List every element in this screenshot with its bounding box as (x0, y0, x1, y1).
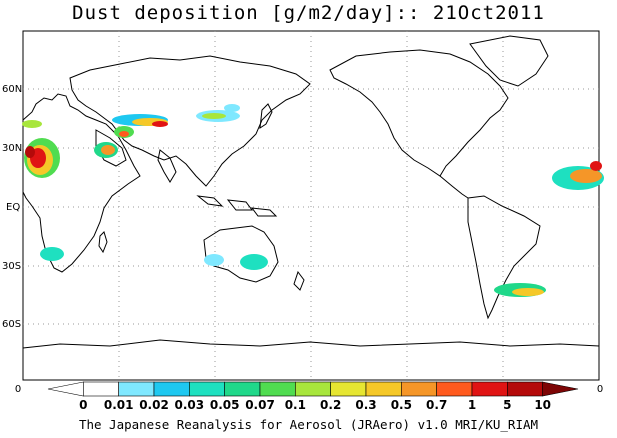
lat-label-30n: 30N (2, 143, 22, 154)
colorbar-swatch (153, 381, 190, 397)
colorbar-swatch (295, 381, 331, 397)
colorbar-swatch (118, 381, 155, 397)
map-frame (22, 30, 600, 381)
coastlines (22, 35, 600, 349)
colorbar-swatch (189, 381, 225, 397)
colorbar-swatch (542, 381, 579, 397)
credit-line: The Japanese Reanalysis for Aerosol (JRA… (78, 417, 539, 432)
colorbar-swatch (259, 381, 296, 397)
colorbar-label: 0.2 (320, 398, 341, 412)
colorbar-label: 0.5 (391, 398, 412, 412)
colorbar-swatch (401, 381, 437, 397)
colorbar-swatch (83, 381, 119, 397)
lat-label-eq: EQ (6, 202, 20, 213)
colorbar-label: 0.7 (426, 398, 447, 412)
lat-labels: 60N 30N EQ 30S 60S (2, 84, 22, 330)
colorbar-swatch (471, 381, 508, 397)
colorbar-label: 0 (79, 398, 87, 412)
colorbar-swatch (224, 381, 261, 397)
colorbar-swatch (436, 381, 473, 397)
colorbar-label: 1 (468, 398, 476, 412)
colorbar-label: 0.3 (355, 398, 376, 412)
colorbar-label: 10 (534, 398, 551, 412)
colorbar-swatch (507, 381, 543, 397)
colorbar-label: 0.03 (175, 398, 205, 412)
colorbar-label: 0.01 (104, 398, 134, 412)
colorbar-swatch (330, 381, 367, 397)
colorbar: 0 0.01 0.02 0.03 0.05 0.07 0.1 0.2 0.3 0.5 0.7 1 5 10 (47, 381, 579, 412)
graticule (23, 31, 599, 380)
lat-label-30s: 30S (2, 261, 21, 272)
dust-patches (22, 104, 604, 297)
right-label: 0 (597, 384, 603, 395)
left-label: 0 (15, 384, 21, 395)
map-title: Dust deposition [g/m2/day]:: 21Oct2011 (72, 2, 545, 24)
colorbar-label: 0.07 (245, 398, 275, 412)
colorbar-swatch (365, 381, 402, 397)
colorbar-label: 5 (503, 398, 511, 412)
lat-label-60n: 60N (2, 84, 22, 95)
colorbar-label: 0.02 (139, 398, 169, 412)
lat-label-60s: 60S (2, 319, 21, 330)
colorbar-swatch (47, 381, 84, 397)
colorbar-label: 0.05 (210, 398, 240, 412)
colorbar-label: 0.1 (285, 398, 306, 412)
